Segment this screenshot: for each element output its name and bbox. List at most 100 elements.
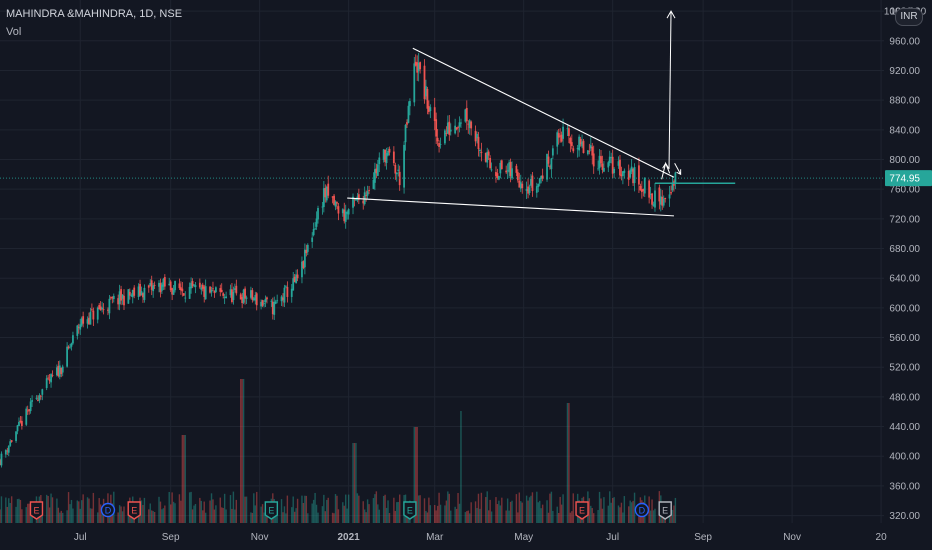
time-tick-label: Jul bbox=[74, 532, 87, 543]
candle-164 bbox=[334, 200, 337, 211]
candle-body bbox=[280, 296, 283, 302]
volume-bar-112 bbox=[229, 495, 232, 523]
candle-10 bbox=[19, 416, 22, 424]
candle-body bbox=[581, 141, 583, 147]
currency-badge[interactable]: INR bbox=[895, 8, 923, 26]
candle-body bbox=[480, 151, 483, 153]
candle-231 bbox=[470, 120, 473, 136]
candle-327 bbox=[668, 185, 671, 207]
event-marker-7[interactable]: E bbox=[658, 501, 672, 520]
candle-body bbox=[76, 325, 79, 336]
volume-bar-116 bbox=[235, 499, 238, 523]
volume-bar-176 bbox=[358, 495, 360, 523]
event-marker-4[interactable]: E bbox=[403, 501, 417, 520]
volume-bar-259 bbox=[528, 497, 531, 523]
candle-body bbox=[314, 228, 316, 230]
candle-body bbox=[560, 134, 563, 142]
candle-body bbox=[293, 276, 296, 283]
volume-bar-31 bbox=[62, 512, 64, 523]
candle-body bbox=[530, 178, 532, 186]
candle-body bbox=[404, 124, 407, 143]
candle-317 bbox=[648, 179, 651, 204]
candle-118 bbox=[241, 293, 244, 309]
lower-trendline bbox=[347, 197, 674, 217]
candle-body bbox=[607, 162, 610, 168]
candle-254 bbox=[518, 172, 521, 188]
volume-bar-156 bbox=[317, 512, 319, 523]
time-tick-label: May bbox=[514, 532, 533, 543]
volume-bar-35 bbox=[70, 499, 73, 523]
event-marker-6[interactable]: D bbox=[634, 502, 650, 518]
candle-body bbox=[570, 142, 573, 147]
candle-body bbox=[69, 346, 71, 348]
volume-bar-95 bbox=[193, 505, 195, 523]
event-marker-5[interactable]: E bbox=[575, 501, 589, 520]
candle-body bbox=[325, 186, 328, 201]
candle-237 bbox=[484, 152, 487, 163]
candle-body bbox=[66, 346, 69, 367]
volume-legend-label[interactable]: Vol bbox=[6, 26, 22, 38]
volume-bar-87 bbox=[178, 494, 181, 523]
volume-bar-61 bbox=[123, 506, 125, 523]
candle-body bbox=[311, 237, 314, 242]
candle-body bbox=[98, 305, 101, 310]
candle-13 bbox=[26, 405, 29, 415]
volume-bar-196 bbox=[398, 494, 401, 523]
candle-body bbox=[152, 285, 155, 292]
time-tick-label: Nov bbox=[783, 532, 801, 543]
candle-258 bbox=[527, 178, 529, 199]
candle-body bbox=[270, 300, 273, 302]
volume-bar-44 bbox=[89, 508, 92, 523]
candle-body bbox=[627, 170, 630, 180]
event-marker-3[interactable]: E bbox=[264, 501, 279, 520]
candle-body bbox=[172, 289, 175, 295]
candle-body bbox=[274, 301, 277, 304]
volume-bar-219 bbox=[447, 491, 449, 523]
candle-74 bbox=[150, 275, 153, 296]
candle-234 bbox=[477, 131, 480, 157]
candle-291 bbox=[592, 145, 595, 174]
candle-body bbox=[96, 307, 99, 320]
candle-body bbox=[610, 157, 613, 158]
volume-bar-163 bbox=[333, 513, 335, 523]
event-marker-0[interactable]: E bbox=[29, 501, 44, 520]
candle-78 bbox=[159, 278, 162, 298]
candle-93 bbox=[190, 277, 192, 294]
volume-bar-25 bbox=[50, 493, 52, 523]
volume-bar-10 bbox=[19, 499, 22, 523]
candle-41 bbox=[82, 311, 85, 328]
volume-bar-320 bbox=[652, 510, 655, 523]
candle-59 bbox=[120, 285, 122, 306]
candle-241 bbox=[490, 162, 493, 172]
candle-158 bbox=[322, 181, 325, 213]
candle-146 bbox=[296, 269, 299, 282]
volume-bar-103 bbox=[210, 493, 213, 523]
volume-bar-140 bbox=[285, 513, 287, 523]
symbol-title[interactable]: MAHINDRA &MAHINDRA, 1D, NSE bbox=[6, 8, 183, 20]
candle-150 bbox=[305, 244, 308, 257]
candle-body bbox=[474, 130, 477, 142]
candle-116 bbox=[235, 279, 238, 296]
candle-body bbox=[229, 289, 232, 296]
candle-68 bbox=[139, 279, 141, 297]
candle-body bbox=[271, 301, 274, 315]
candle-167 bbox=[341, 208, 344, 217]
candle-305 bbox=[621, 171, 624, 185]
candle-36 bbox=[72, 331, 74, 345]
candle-body bbox=[149, 282, 152, 286]
candle-body bbox=[344, 211, 347, 222]
candle-body bbox=[255, 293, 258, 306]
volume-bar-170 bbox=[346, 508, 348, 523]
candle-117 bbox=[239, 292, 242, 300]
candle-body bbox=[484, 153, 487, 162]
event-marker-1[interactable]: D bbox=[100, 502, 116, 518]
candle-body bbox=[101, 307, 104, 310]
candle-body bbox=[576, 148, 579, 150]
volume-bar-187 bbox=[382, 495, 385, 523]
volume-bar-229 bbox=[467, 510, 469, 523]
event-marker-2[interactable]: E bbox=[127, 501, 141, 520]
candle-body bbox=[159, 283, 162, 293]
candle-body bbox=[251, 290, 254, 300]
candle-body bbox=[233, 288, 236, 290]
